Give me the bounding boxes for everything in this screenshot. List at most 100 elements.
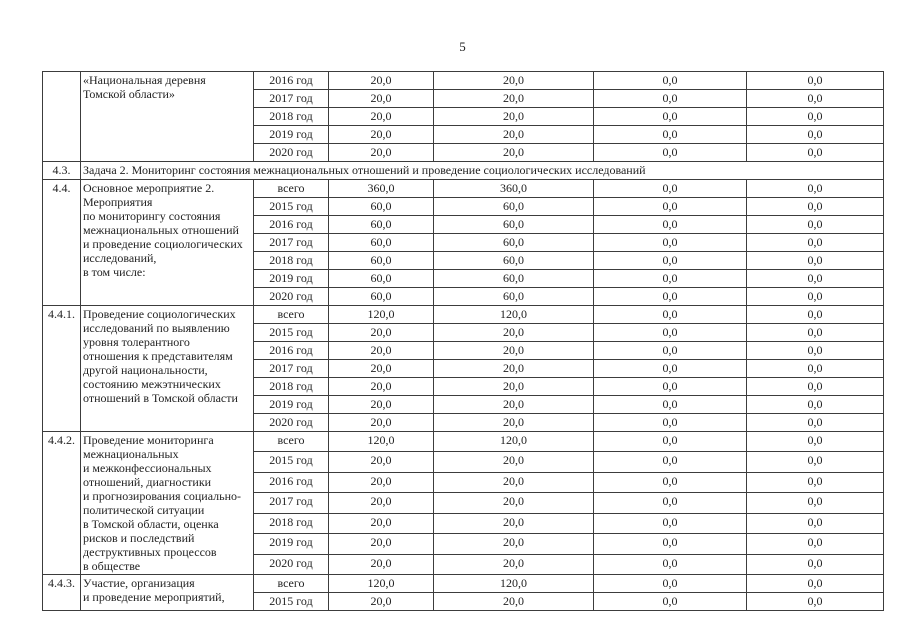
amount-cell: 0,0 (746, 233, 884, 252)
period-cell: 2019 год (253, 125, 329, 144)
period-cell: 2016 год (253, 71, 329, 90)
amount-cell: 20,0 (328, 592, 434, 611)
period-cell: 2020 год (253, 143, 329, 162)
amount-cell: 20,0 (433, 533, 594, 555)
period-cell: всего (253, 430, 329, 453)
amount-cell: 0,0 (593, 251, 747, 270)
amount-cell: 0,0 (593, 215, 747, 234)
period-cell: 2019 год (253, 395, 329, 414)
amount-cell: 0,0 (746, 323, 884, 342)
amount-cell: 0,0 (593, 512, 747, 535)
amount-cell: 60,0 (433, 269, 594, 288)
amount-cell: 0,0 (593, 71, 747, 90)
table-body: «Национальная деревня Томской области» 20… (42, 71, 884, 611)
row-number-cell: 4.4.2. (42, 431, 81, 575)
amount-cell: 0,0 (746, 71, 884, 90)
table-row: 2019 год 20,0 20,0 0,0 0,0 (43, 125, 884, 144)
amount-cell: 0,0 (746, 512, 884, 535)
amount-cell: 60,0 (433, 197, 594, 216)
section-row: 4.3. Задача 2. Мониторинг состояния межна… (42, 161, 884, 180)
amount-cell: 0,0 (593, 413, 747, 432)
period-cell: 2016 год (253, 215, 329, 234)
table-row: 2019 год 20,0 20,0 0,0 0,0 (43, 533, 884, 555)
table-row: 2020 год 60,0 60,0 0,0 0,0 (43, 287, 884, 306)
amount-cell: 0,0 (593, 492, 747, 514)
amount-cell: 20,0 (433, 492, 594, 514)
amount-cell: 20,0 (433, 451, 594, 473)
amount-cell: 0,0 (746, 89, 884, 108)
period-cell: 2015 год (253, 451, 329, 473)
amount-cell: 0,0 (746, 592, 884, 611)
amount-cell: 120,0 (328, 574, 434, 593)
amount-cell: 20,0 (328, 71, 434, 90)
row-number-cell: 4.3. (42, 161, 81, 180)
table-row: 2015 год 20,0 20,0 0,0 0,0 (43, 323, 884, 342)
period-cell: 2016 год (253, 341, 329, 360)
amount-cell: 120,0 (328, 305, 434, 324)
period-cell: 2020 год (253, 287, 329, 306)
amount-cell: 0,0 (746, 471, 884, 494)
amount-cell: 0,0 (746, 179, 884, 198)
amount-cell: 0,0 (593, 287, 747, 306)
amount-cell: 60,0 (328, 233, 434, 252)
amount-cell: 0,0 (746, 305, 884, 324)
amount-cell: 0,0 (746, 413, 884, 432)
amount-cell: 0,0 (593, 341, 747, 360)
amount-cell: 0,0 (746, 574, 884, 593)
amount-cell: 20,0 (433, 71, 594, 90)
amount-cell: 0,0 (593, 107, 747, 126)
amount-cell: 0,0 (746, 341, 884, 360)
amount-cell: 0,0 (593, 377, 747, 396)
amount-cell: 20,0 (328, 512, 434, 535)
amount-cell: 20,0 (433, 395, 594, 414)
amount-cell: 20,0 (328, 341, 434, 360)
amount-cell: 0,0 (593, 233, 747, 252)
amount-cell: 0,0 (593, 592, 747, 611)
table-row: 2016 год 20,0 20,0 0,0 0,0 (43, 341, 884, 360)
amount-cell: 120,0 (433, 305, 594, 324)
table-row: 2018 год 60,0 60,0 0,0 0,0 (43, 251, 884, 270)
activity-description-cell: Основное мероприятие 2. Мероприятия по м… (80, 179, 254, 306)
amount-cell: 0,0 (593, 179, 747, 198)
amount-cell: 0,0 (746, 492, 884, 514)
period-cell: 2015 год (253, 197, 329, 216)
amount-cell: 20,0 (328, 413, 434, 432)
amount-cell: 20,0 (328, 359, 434, 378)
amount-cell: 0,0 (746, 377, 884, 396)
row-number-cell: 4.4. (42, 179, 81, 306)
period-cell: 2016 год (253, 471, 329, 494)
amount-cell: 20,0 (328, 395, 434, 414)
period-cell: 2019 год (253, 533, 329, 555)
period-cell: 2020 год (253, 553, 329, 576)
amount-cell: 20,0 (328, 377, 434, 396)
amount-cell: 0,0 (746, 251, 884, 270)
activity-description-cell: Проведение мониторинга межнациональных и… (80, 431, 254, 575)
table-row: 2020 год 20,0 20,0 0,0 0,0 (43, 143, 884, 162)
period-cell: 2020 год (253, 413, 329, 432)
amount-cell: 0,0 (746, 395, 884, 414)
amount-cell: 60,0 (433, 287, 594, 306)
period-cell: 2015 год (253, 592, 329, 611)
period-cell: всего (253, 574, 329, 593)
amount-cell: 20,0 (433, 107, 594, 126)
amount-cell: 20,0 (328, 89, 434, 108)
table-row: 4.4.2. Проведение мониторинга межнационал… (42, 430, 884, 575)
amount-cell: 0,0 (746, 553, 884, 576)
amount-cell: 20,0 (328, 323, 434, 342)
activity-description-cell: Участие, организация и проведение меропр… (80, 574, 254, 611)
amount-cell: 0,0 (593, 533, 747, 555)
period-cell: 2017 год (253, 89, 329, 108)
amount-cell: 20,0 (433, 323, 594, 342)
period-cell: всего (253, 305, 329, 324)
amount-cell: 120,0 (328, 430, 434, 453)
amount-cell: 0,0 (746, 143, 884, 162)
amount-cell: 20,0 (328, 471, 434, 494)
amount-cell: 20,0 (433, 553, 594, 576)
amount-cell: 20,0 (433, 143, 594, 162)
amount-cell: 360,0 (328, 179, 434, 198)
amount-cell: 20,0 (433, 377, 594, 396)
amount-cell: 20,0 (328, 451, 434, 473)
period-cell: всего (253, 179, 329, 198)
amount-cell: 0,0 (593, 359, 747, 378)
period-cell: 2017 год (253, 359, 329, 378)
